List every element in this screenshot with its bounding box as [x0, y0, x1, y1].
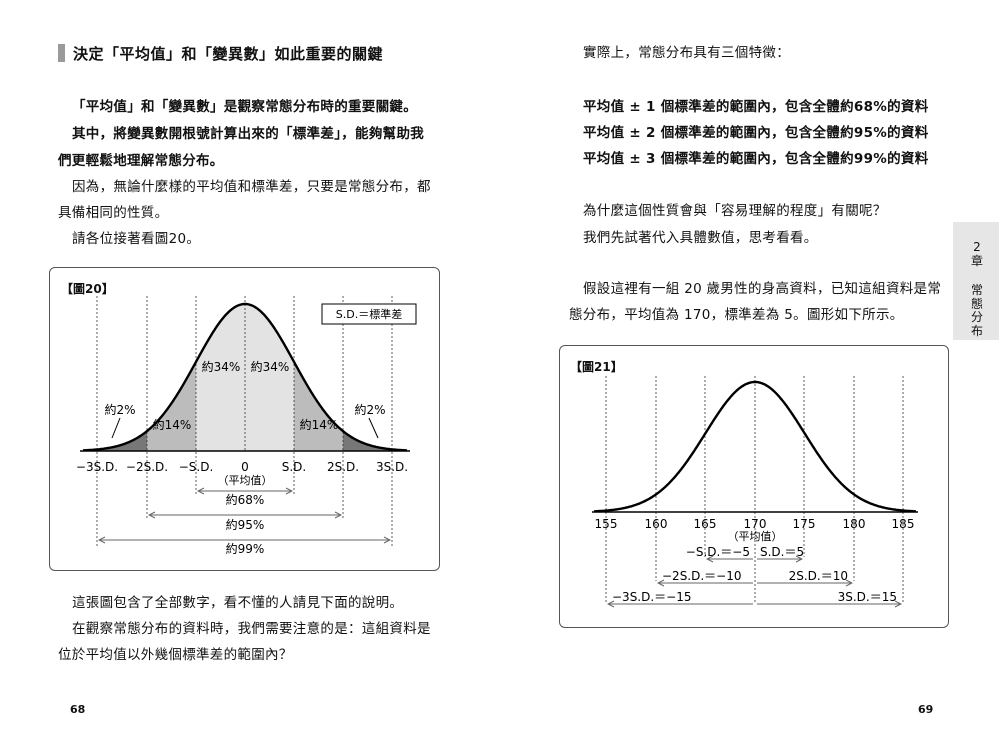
figure-20-box: S.D.＝標準差 約2% 約14% 約34% 約34% 約14% 約2% −3S…: [49, 267, 440, 571]
normal-curve: [82, 302, 408, 452]
label-1sd-left: 約34%: [202, 359, 241, 374]
page-number-left: 68: [70, 703, 86, 716]
tick-minus3sd: −3S.D.: [76, 460, 118, 474]
area-tail-right: [343, 431, 407, 451]
height-curve: [594, 380, 916, 513]
chapter-side-tab: [953, 222, 999, 340]
paragraph-line-2: 其中，將變異數開根號計算出來的「標準差」，能夠幫助我: [72, 126, 425, 142]
section-heading: 決定「平均值」和「變異數」如此重要的關鍵: [73, 45, 384, 63]
after-line-2: 在觀察常態分布的資料時，我們需要注意的是：這組資料是: [72, 621, 431, 637]
label-plus-3sd: 3S.D.＝15: [838, 590, 897, 604]
chapter-title: 常態分布: [970, 283, 983, 338]
label-plus-sd: S.D.＝5: [760, 545, 804, 559]
range-label-68: 約68%: [226, 492, 265, 507]
range-label-95: 約95%: [226, 517, 265, 532]
paragraph-line-3: 們更輕鬆地理解常態分布。: [58, 153, 224, 169]
pointer-right: [368, 417, 379, 439]
chapter-number: 2章: [970, 240, 983, 268]
area-tail-left: [83, 431, 147, 451]
heading-bar: [58, 44, 65, 62]
tick-minus2sd: −2S.D.: [126, 460, 168, 474]
mean-label-21: （平均值）: [728, 530, 783, 543]
label-minus-3sd: −3S.D.＝−15: [612, 590, 692, 604]
figure-21-box: 155 160 165 170 175 180 185 （平均值） −S.D.＝…: [559, 345, 949, 628]
mean-label: （平均值）: [218, 474, 273, 487]
legend-text: S.D.＝標準差: [336, 307, 402, 321]
figure-21-chart: 155 160 165 170 175 180 185 （平均值） −S.D.＝…: [592, 376, 918, 629]
feature-1: 平均值 ± 1 個標準差的範圍內，包含全體約68%的資料: [583, 99, 929, 115]
tick-plus2sd: 2S.D.: [327, 460, 359, 474]
tick-180: 180: [843, 517, 866, 531]
tick-185: 185: [892, 517, 915, 531]
legend-box: [321, 303, 417, 325]
label-tail-right: 約2%: [354, 402, 385, 417]
tick-plus3sd: 3S.D.: [376, 460, 408, 474]
figure-21-label: 【圖21】: [570, 360, 623, 374]
pointer-left: [111, 417, 121, 439]
label-minus-sd: −S.D.＝−5: [686, 545, 750, 559]
label-2sd-left: 約14%: [153, 417, 192, 432]
tick-175: 175: [793, 517, 816, 531]
paragraph-line-1: 「平均值」和「變異數」是觀察常態分布時的重要關鍵。: [72, 99, 417, 115]
tick-minus1sd: −S.D.: [179, 460, 214, 474]
label-1sd-right: 約34%: [251, 359, 290, 374]
paragraph-line-6: 請各位接著看圖20。: [72, 231, 201, 247]
tick-plus1sd: S.D.: [282, 460, 307, 474]
example-line-1: 假設這裡有一組 20 歲男性的身高資料，已知這組資料是常: [583, 281, 942, 297]
tick-170: 170: [744, 517, 767, 531]
after-line-3: 位於平均值以外幾個標準差的範圍內？: [58, 647, 293, 663]
label-2sd-right: 約14%: [300, 417, 339, 432]
feature-2: 平均值 ± 2 個標準差的範圍內，包含全體約95%的資料: [583, 125, 929, 141]
tick-mean: 0: [241, 460, 249, 474]
range-label-99: 約99%: [226, 541, 265, 556]
label-minus-2sd: −2S.D.＝−10: [662, 569, 742, 583]
tick-165: 165: [694, 517, 717, 531]
question-line-1: 為什麼這個性質會與「容易理解的程度」有關呢？: [583, 203, 887, 219]
page-number-right: 69: [918, 703, 934, 716]
label-tail-left: 約2%: [104, 402, 135, 417]
feature-3: 平均值 ± 3 個標準差的範圍內，包含全體約99%的資料: [583, 151, 929, 167]
intro-text: 實際上，常態分布具有三個特徵：: [583, 45, 790, 61]
paragraph-line-5: 具備相同的性質。: [58, 205, 169, 221]
tick-160: 160: [645, 517, 668, 531]
question-line-2: 我們先試著代入具體數值，思考看看。: [583, 230, 818, 246]
label-plus-2sd: 2S.D.＝10: [789, 569, 848, 583]
example-line-2: 態分布，平均值為 170，標準差為 5。圖形如下所示。: [569, 307, 904, 323]
after-line-1: 這張圖包含了全部數字，看不懂的人請見下面的說明。: [72, 595, 404, 611]
figure-20-chart: S.D.＝標準差 約2% 約14% 約34% 約34% 約14% 約2% −3S…: [76, 296, 417, 556]
paragraph-line-4: 因為，無論什麼樣的平均值和標準差，只要是常態分布，都: [72, 179, 431, 195]
tick-155: 155: [595, 517, 618, 531]
figure-20-label: 【圖20】: [61, 282, 114, 296]
